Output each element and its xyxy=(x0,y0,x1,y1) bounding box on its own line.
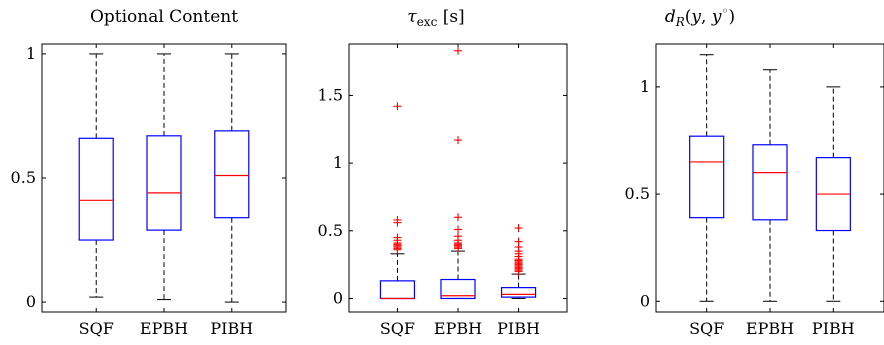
outlier-marker xyxy=(454,225,462,234)
iqr-box xyxy=(379,280,416,300)
outlier-marker xyxy=(454,244,462,253)
plot-frame xyxy=(348,43,568,313)
outlier-marker xyxy=(393,245,402,254)
panel-tau-exc-plot: 0 0.5 1 1.5 SQF EPBH PIBH xyxy=(318,43,568,338)
outlier-marker xyxy=(454,213,462,222)
y-tick-label: 0 xyxy=(640,291,650,310)
iqr-box xyxy=(752,144,788,221)
x-category-label: EPBH xyxy=(434,319,482,338)
y-tick-label: 1 xyxy=(333,153,343,172)
panel-title-optional-content: Optional Content xyxy=(90,7,238,27)
iqr-box xyxy=(214,130,250,219)
x-category-label: SQF xyxy=(689,319,724,338)
y-tick-label: 0.5 xyxy=(318,221,343,240)
y-tick-label: 0.5 xyxy=(625,184,650,203)
y-tick-label: 0 xyxy=(333,288,343,307)
panel-title-tau-exc: τexc [s] xyxy=(407,7,464,29)
panel-dr-plot: 0 0.5 1 SQF EPBH PIBH xyxy=(625,43,884,338)
y-tick-label: 1.5 xyxy=(318,85,343,104)
iqr-box xyxy=(500,287,537,298)
panel-dr: dR(y, y◦) 0 0.5 1 SQF EPBH PIBH xyxy=(625,4,884,338)
x-category-label: SQF xyxy=(79,319,114,338)
x-category-label: SQF xyxy=(380,319,415,338)
x-category-label: EPBH xyxy=(140,319,188,338)
outlier-marker xyxy=(514,267,523,276)
y-tick-label: 0.5 xyxy=(11,168,36,187)
y-tick-label: 1 xyxy=(640,77,650,96)
panel-optional-content-plot: 0 0.5 1 SQF EPBH PIBH xyxy=(11,43,287,338)
iqr-box xyxy=(689,135,725,219)
y-tick-label: 0 xyxy=(26,292,36,311)
panel-title-dr: dR(y, y◦) xyxy=(665,4,735,29)
y-tick-label: 1 xyxy=(26,44,36,63)
iqr-box xyxy=(440,278,476,300)
panel-tau-exc: τexc [s] 0 0.5 1 1.5 SQF EPBH PIBH xyxy=(318,7,568,338)
iqr-box xyxy=(146,135,182,231)
outlier-marker xyxy=(393,102,402,111)
panel-optional-content: Optional Content 0 0.5 1 SQF EPBH PIBH xyxy=(11,7,287,338)
outlier-marker xyxy=(454,46,462,55)
x-category-label: PIBH xyxy=(812,319,855,338)
x-category-label: PIBH xyxy=(497,319,540,338)
outlier-marker xyxy=(454,136,462,145)
iqr-box xyxy=(78,137,114,241)
outlier-marker xyxy=(393,218,402,227)
x-category-label: EPBH xyxy=(746,319,794,338)
x-category-label: PIBH xyxy=(210,319,253,338)
outlier-marker xyxy=(514,224,523,233)
